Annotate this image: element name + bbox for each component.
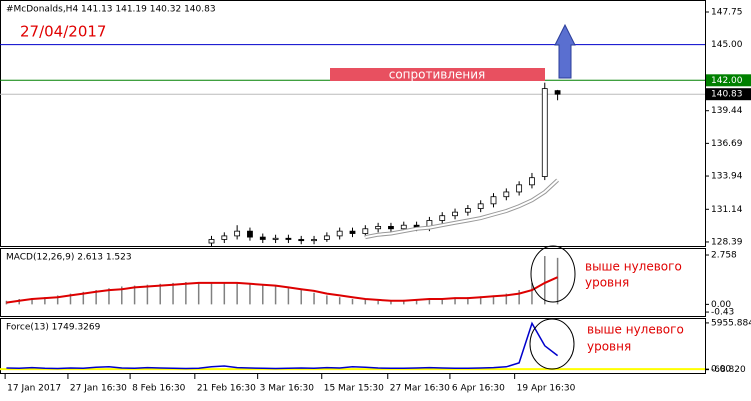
candle-body — [221, 235, 228, 240]
candle-body — [336, 230, 343, 237]
panel-plot — [0, 321, 705, 371]
candle-body — [516, 184, 523, 193]
y-tick-label: 5955.884 — [711, 318, 751, 328]
candle-body — [272, 237, 279, 240]
candle-body — [362, 228, 369, 234]
macd-panel — [0, 248, 706, 317]
y-tick-label: 128.39 — [711, 237, 743, 247]
y-tick-label: 0.00 — [711, 300, 731, 310]
candle-body — [477, 203, 484, 209]
x-tick-label: 21 Feb 16:30 — [197, 384, 256, 394]
level-label: 142.00 — [711, 76, 743, 86]
y-tick-label: -68.820 — [711, 365, 746, 375]
moving-average — [365, 179, 559, 239]
candle-body — [298, 239, 305, 242]
panel-plot — [5, 256, 559, 305]
panel-title: MACD(12,26,9) 2.613 1.523 — [6, 253, 132, 263]
x-tick-label: 19 Apr 16:30 — [517, 384, 576, 394]
force-panel — [0, 318, 706, 374]
candle-body — [439, 215, 446, 221]
resistance-label: сопротивления — [389, 68, 486, 82]
candle-body — [349, 230, 356, 234]
y-tick-label: -0.43 — [711, 308, 734, 318]
candle-body — [490, 196, 497, 205]
y-tick-label: 2.758 — [711, 251, 737, 261]
main-panel — [0, 0, 706, 247]
x-tick-label: 17 Jan 2017 — [7, 384, 61, 394]
level-label: 145.00 — [711, 40, 743, 50]
y-tick-label: 0.00 — [711, 365, 731, 375]
y-tick-label: 147.75 — [711, 7, 743, 17]
panel-plot — [0, 44, 705, 246]
candle-body — [285, 237, 292, 240]
candle-body — [452, 211, 458, 217]
highlight-circle — [529, 318, 575, 370]
panel-title: Force(13) 1749.3269 — [6, 323, 101, 333]
level-label-box — [706, 38, 751, 51]
candle-body — [541, 88, 548, 177]
candle-body — [234, 230, 241, 237]
candle-body — [554, 90, 561, 95]
candle-body — [503, 191, 510, 198]
y-tick-label: 133.94 — [711, 172, 743, 182]
note-line: выше нулевого — [587, 323, 684, 337]
candle-body — [529, 177, 535, 186]
x-tick-label: 8 Feb 16:30 — [132, 384, 186, 394]
level-label: 140.83 — [711, 90, 743, 100]
force-line — [6, 321, 559, 370]
note-line: выше нулевого — [585, 260, 682, 274]
y-tick-label: 131.14 — [711, 205, 743, 215]
candle-body — [464, 208, 471, 213]
x-tick-label: 6 Apr 16:30 — [452, 384, 505, 394]
x-tick-label: 27 Jan 16:30 — [70, 384, 127, 394]
x-tick-label: 3 Mar 16:30 — [260, 384, 315, 394]
level-label-box — [706, 74, 751, 87]
candle-body — [247, 230, 253, 238]
y-tick-label: 136.69 — [711, 139, 743, 149]
candle-body — [375, 226, 382, 230]
note-line: уровня — [585, 276, 629, 290]
panel-title: #McDonalds,H4 141.13 141.19 140.32 140.8… — [6, 5, 216, 15]
x-tick-label: 15 Mar 15:30 — [324, 384, 384, 394]
candle-body — [311, 239, 317, 242]
date-annotation: 27/04/2017 — [20, 23, 106, 41]
x-tick-label: 27 Mar 16:30 — [390, 384, 450, 394]
level-label-box — [706, 88, 751, 101]
candle-body — [208, 239, 215, 244]
candle-body — [400, 224, 407, 230]
y-tick-label: 139.44 — [711, 106, 743, 116]
resistance-box — [330, 68, 545, 81]
candle-body — [323, 235, 330, 240]
arrow-up — [554, 23, 576, 79]
highlight-circle — [530, 245, 576, 303]
signal-line — [6, 276, 559, 304]
candle-body — [388, 226, 394, 230]
note-line: уровня — [587, 340, 631, 354]
candle-body — [259, 236, 266, 240]
